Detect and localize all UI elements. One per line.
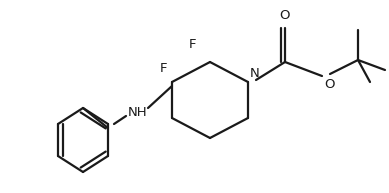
Text: O: O — [280, 9, 290, 22]
Text: NH: NH — [128, 106, 148, 119]
Text: N: N — [250, 67, 260, 80]
Text: F: F — [159, 62, 167, 74]
Text: O: O — [324, 78, 335, 91]
Text: F: F — [189, 38, 196, 52]
